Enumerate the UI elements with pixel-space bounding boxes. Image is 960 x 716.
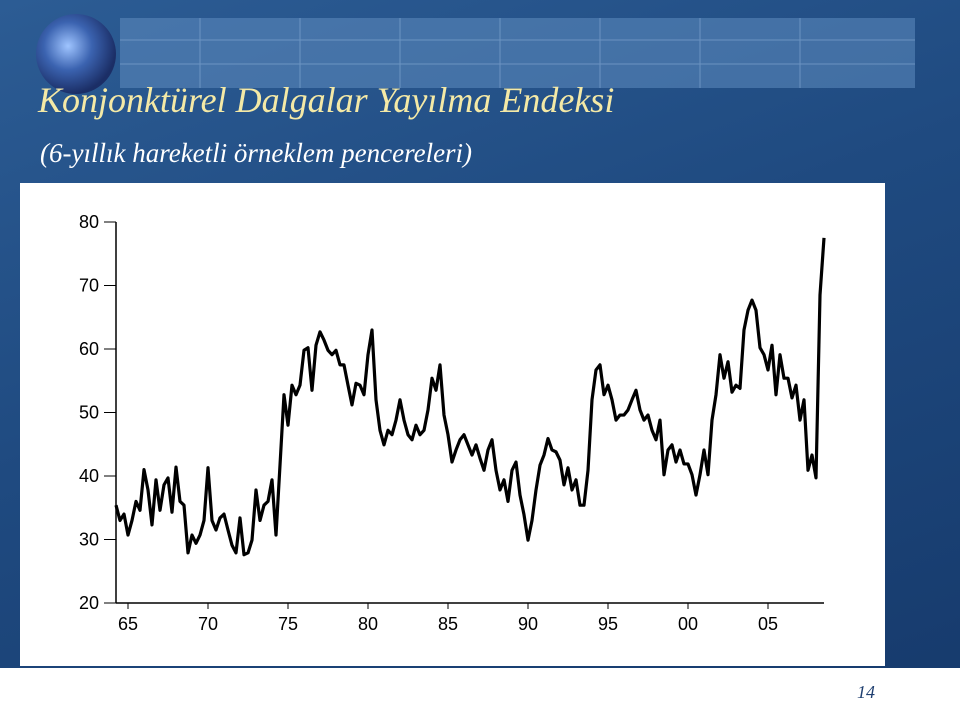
y-tick-label: 40 xyxy=(79,466,99,486)
x-tick-label: 90 xyxy=(518,614,538,634)
x-tick-label: 95 xyxy=(598,614,618,634)
x-tick-label: 70 xyxy=(198,614,218,634)
y-tick-label: 60 xyxy=(79,339,99,359)
slide-number: 14 xyxy=(857,682,875,702)
x-tick-label: 75 xyxy=(278,614,298,634)
x-tick-label: 05 xyxy=(758,614,778,634)
footer xyxy=(0,668,960,716)
title: Konjonktürel Dalgalar Yayılma Endeksi xyxy=(37,80,614,120)
x-tick-label: 85 xyxy=(438,614,458,634)
x-tick-label: 65 xyxy=(118,614,138,634)
map-grid xyxy=(120,18,915,88)
y-tick-label: 50 xyxy=(79,403,99,423)
y-tick-label: 80 xyxy=(79,212,99,232)
y-tick-label: 30 xyxy=(79,530,99,550)
x-tick-label: 80 xyxy=(358,614,378,634)
y-tick-label: 70 xyxy=(79,276,99,296)
data-line xyxy=(114,237,826,557)
x-tick-label: 00 xyxy=(678,614,698,634)
y-tick-label: 20 xyxy=(79,593,99,613)
subtitle: (6-yıllık hareketli örneklem pencereleri… xyxy=(40,138,472,168)
map-banner xyxy=(120,18,915,88)
chart-panel xyxy=(20,183,885,666)
globe xyxy=(36,14,116,94)
